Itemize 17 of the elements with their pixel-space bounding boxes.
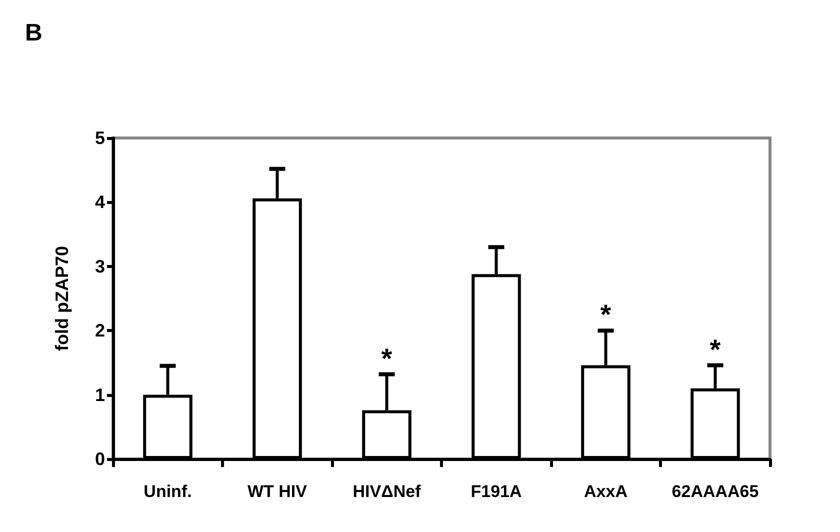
x-tick-label: HIVΔNef — [352, 482, 422, 501]
x-tick-label: 62AAAA65 — [672, 482, 759, 501]
y-tick-label: 5 — [94, 128, 105, 148]
y-tick-label: 3 — [94, 256, 105, 276]
x-tick-label: AxxA — [584, 482, 628, 501]
annotation: * — [600, 299, 612, 330]
x-tick-label: F191A — [470, 482, 522, 501]
x-tick-label: Uninf. — [144, 482, 192, 501]
y-axis-title: fold pZAP70 — [52, 246, 72, 352]
annotation: * — [710, 334, 721, 365]
y-tick-label: 4 — [94, 192, 105, 212]
y-tick-label: 0 — [94, 449, 105, 469]
y-tick-label: 2 — [94, 320, 105, 341]
chart-title: B — [25, 20, 42, 46]
y-tick-label: 1 — [94, 384, 105, 405]
annotation: * — [381, 342, 392, 374]
x-tick-label: WT HIV — [248, 482, 308, 501]
